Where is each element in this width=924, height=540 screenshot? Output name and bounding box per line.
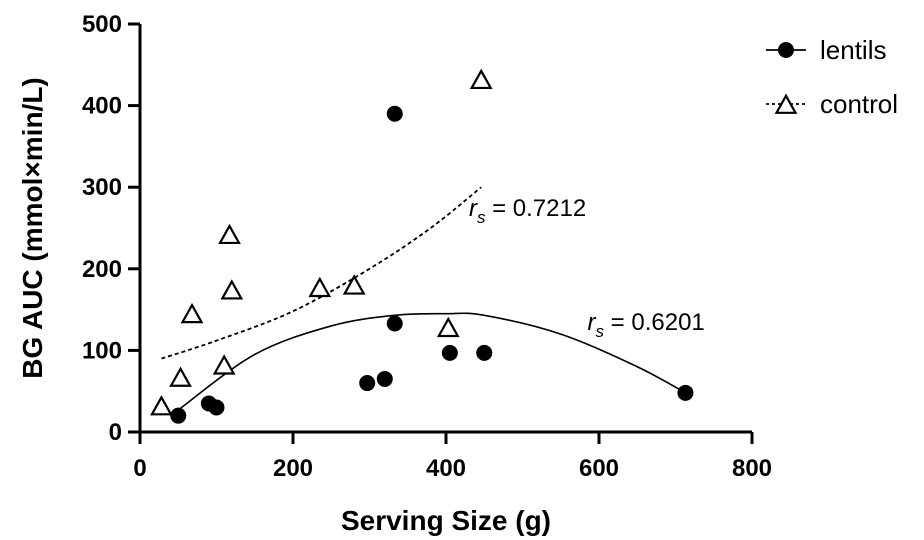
- control-point: [180, 302, 204, 324]
- x-tick-label: 0: [133, 455, 146, 482]
- control-legend-label: control: [820, 89, 898, 119]
- control-point: [469, 68, 493, 90]
- data-points: [150, 68, 694, 424]
- control-point: [220, 279, 244, 300]
- control-legend-marker: [774, 93, 798, 114]
- control-point: [436, 316, 460, 338]
- y-tick-label: 300: [82, 174, 122, 201]
- y-tick-label: 200: [82, 256, 122, 283]
- lentils-point: [208, 399, 225, 416]
- x-tick-label: 200: [273, 455, 313, 482]
- x-tick-label: 600: [579, 455, 619, 482]
- lentils-point: [170, 407, 187, 424]
- y-tick-label: 0: [109, 419, 122, 446]
- correlation-label: rs = 0.6201: [588, 309, 705, 341]
- control-point: [308, 276, 332, 298]
- control-fit-line: [161, 186, 482, 360]
- lentils-point: [359, 375, 376, 392]
- y-tick-label: 400: [82, 93, 122, 120]
- x-axis-title: Serving Size (g): [341, 505, 551, 536]
- y-axis-title: BG AUC (mmol×min/L): [17, 77, 48, 379]
- lentils-legend-label: lentils: [820, 35, 886, 65]
- control-point: [218, 223, 241, 245]
- lentils-legend-marker: [778, 42, 794, 58]
- lentils-point: [476, 344, 493, 361]
- lentils-point: [376, 370, 393, 387]
- lentils-point: [677, 384, 694, 401]
- legend: lentils control: [766, 35, 898, 119]
- correlation-annotations: rs = 0.7212 rs = 0.6201: [469, 195, 705, 341]
- x-tick-label: 400: [426, 455, 466, 482]
- control-point: [169, 366, 192, 387]
- lentils-point: [386, 315, 403, 332]
- control-point: [342, 274, 366, 295]
- axes: 0 100 200 300 400 500 0 200 400 600 800 Serving Siz…: [17, 11, 772, 536]
- control-point: [212, 354, 236, 375]
- lentils-fit-line: [177, 312, 686, 411]
- control-point: [150, 395, 173, 416]
- lentils-point: [386, 105, 403, 122]
- x-tick-label: 800: [732, 455, 772, 482]
- y-tick-label: 500: [82, 11, 122, 38]
- lentils-point: [441, 344, 458, 361]
- correlation-label: rs = 0.7212: [469, 195, 586, 227]
- fit-lines: [161, 186, 686, 411]
- y-tick-label: 100: [82, 337, 122, 364]
